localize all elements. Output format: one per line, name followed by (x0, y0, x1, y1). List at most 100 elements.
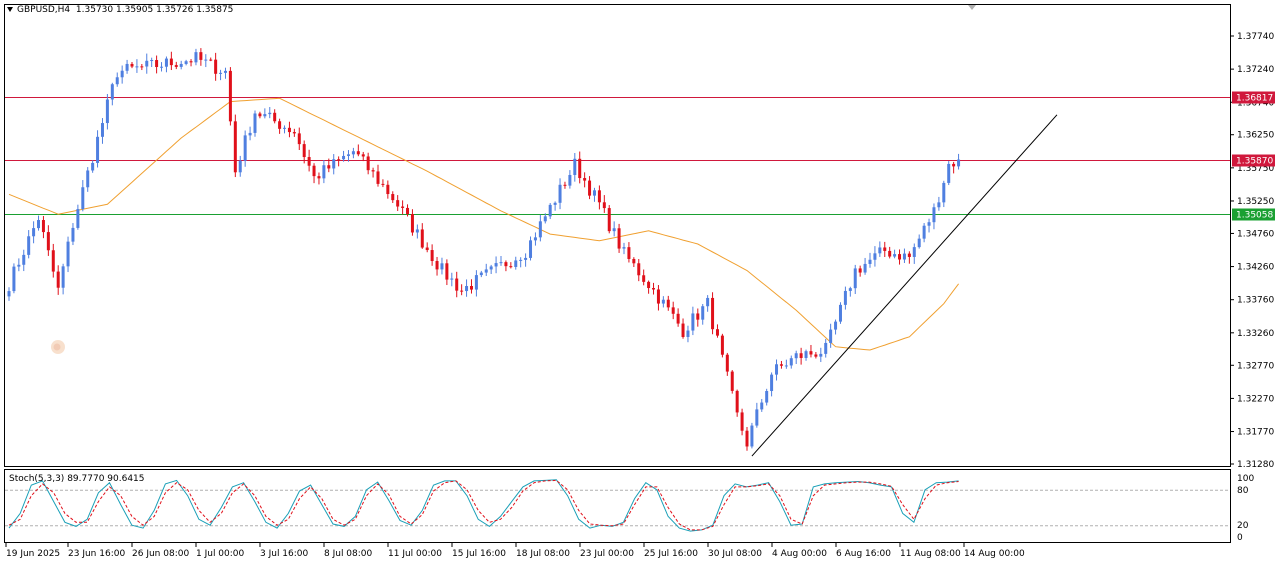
candle-body (238, 160, 242, 173)
candle-body (7, 291, 11, 297)
candle-body (233, 121, 237, 173)
candle-body (150, 60, 154, 62)
time-label: 1 Jul 00:00 (196, 549, 245, 559)
candle-body (479, 272, 483, 276)
candle-body (592, 190, 596, 196)
candle-body (125, 63, 129, 71)
candle-body (145, 60, 149, 67)
symbol-label: GBPUSD,H4 (17, 5, 71, 15)
candle-body (947, 163, 951, 183)
candle-body (474, 275, 478, 290)
candle-body (155, 60, 159, 68)
stoch-axis-label: 100 (1237, 474, 1254, 484)
candle-body (548, 204, 552, 217)
candle-body (120, 70, 124, 78)
candle-body (893, 254, 897, 257)
candle-body (809, 351, 813, 355)
candle-body (617, 228, 621, 249)
candle-body (666, 299, 670, 308)
stoch-main-value: 89.7770 (67, 474, 105, 484)
candle-body (843, 290, 847, 305)
candle-body (27, 236, 31, 255)
candle-body (942, 182, 946, 203)
candle-body (519, 259, 523, 261)
candle-body (720, 335, 724, 355)
candle-body (135, 66, 139, 68)
candle-body (799, 353, 803, 358)
candle-body (91, 162, 95, 171)
candle-body (209, 59, 213, 61)
time-label: 8 Jul 08:00 (324, 549, 373, 559)
candle-body (706, 297, 710, 307)
candle-body (533, 237, 537, 241)
candle-body (563, 184, 567, 186)
candle-body (804, 351, 808, 358)
candle-body (607, 208, 611, 232)
stoch-main-line (8, 479, 959, 532)
candle-body (455, 278, 459, 291)
candle-body (637, 263, 641, 276)
time-label: 3 Jul 16:00 (260, 549, 309, 559)
stoch-axis-label: 20 (1237, 521, 1249, 531)
time-label: 14 Aug 00:00 (964, 549, 1025, 559)
stoch-label: Stoch(5,3,3) (9, 474, 65, 484)
price-label: 1.31770 (1237, 428, 1274, 438)
candle-body (86, 170, 90, 188)
candle-body (829, 329, 833, 343)
candle-body (647, 281, 651, 289)
time-label: 23 Jun 16:00 (68, 549, 125, 559)
candle-body (169, 58, 173, 66)
candle-body (37, 220, 41, 229)
candle-body (652, 288, 656, 290)
candle-body (834, 321, 838, 330)
candle-body (715, 329, 719, 336)
candle-body (760, 402, 764, 410)
price-label: 1.34260 (1237, 263, 1274, 273)
candle-body (307, 157, 311, 166)
candle-body (583, 178, 587, 181)
price-label: 1.31280 (1237, 460, 1274, 470)
resistance-upper-tag (1232, 91, 1275, 104)
candle-body (105, 99, 109, 124)
price-label: 1.37240 (1237, 65, 1274, 75)
candle-body (297, 133, 301, 145)
stoch-signal-line (8, 479, 959, 531)
candle-body (179, 63, 183, 67)
candle-body (391, 194, 395, 201)
support-value: 1.35058 (1236, 211, 1273, 221)
time-label: 15 Jul 16:00 (452, 549, 506, 559)
candle-body (317, 176, 321, 179)
candle-body (775, 364, 779, 375)
candle-body (71, 227, 75, 242)
chart-header: GBPUSD,H4 1.35730 1.35905 1.35726 1.3587… (7, 5, 233, 15)
candle-body (868, 259, 872, 264)
candle-body (174, 65, 178, 67)
candle-body (656, 289, 660, 304)
candle-body (696, 313, 700, 320)
candle-body (784, 365, 788, 367)
chart-shift-marker[interactable] (968, 5, 976, 10)
candle-body (253, 113, 257, 133)
candle-body (51, 250, 55, 272)
candle-body (927, 222, 931, 226)
resistance-upper-value: 1.36817 (1236, 94, 1273, 104)
candle-body (858, 268, 862, 273)
candle-body (863, 263, 867, 273)
candle-body (627, 247, 631, 259)
candle-body (41, 220, 45, 233)
time-label: 19 Jun 2025 (6, 549, 60, 559)
candle-body (578, 158, 582, 179)
candle-body (711, 297, 715, 330)
candle-body (273, 112, 277, 122)
candle-body (588, 180, 592, 196)
candle-body (396, 200, 400, 207)
candle-body (96, 136, 100, 163)
candle-body (755, 409, 759, 426)
candle-body (160, 66, 164, 68)
candle-body (386, 184, 390, 195)
candle-body (671, 307, 675, 314)
collapse-triangle-icon[interactable] (7, 7, 13, 12)
ohlc-high: 1.35905 (116, 5, 154, 15)
price-label: 1.35250 (1237, 197, 1274, 207)
